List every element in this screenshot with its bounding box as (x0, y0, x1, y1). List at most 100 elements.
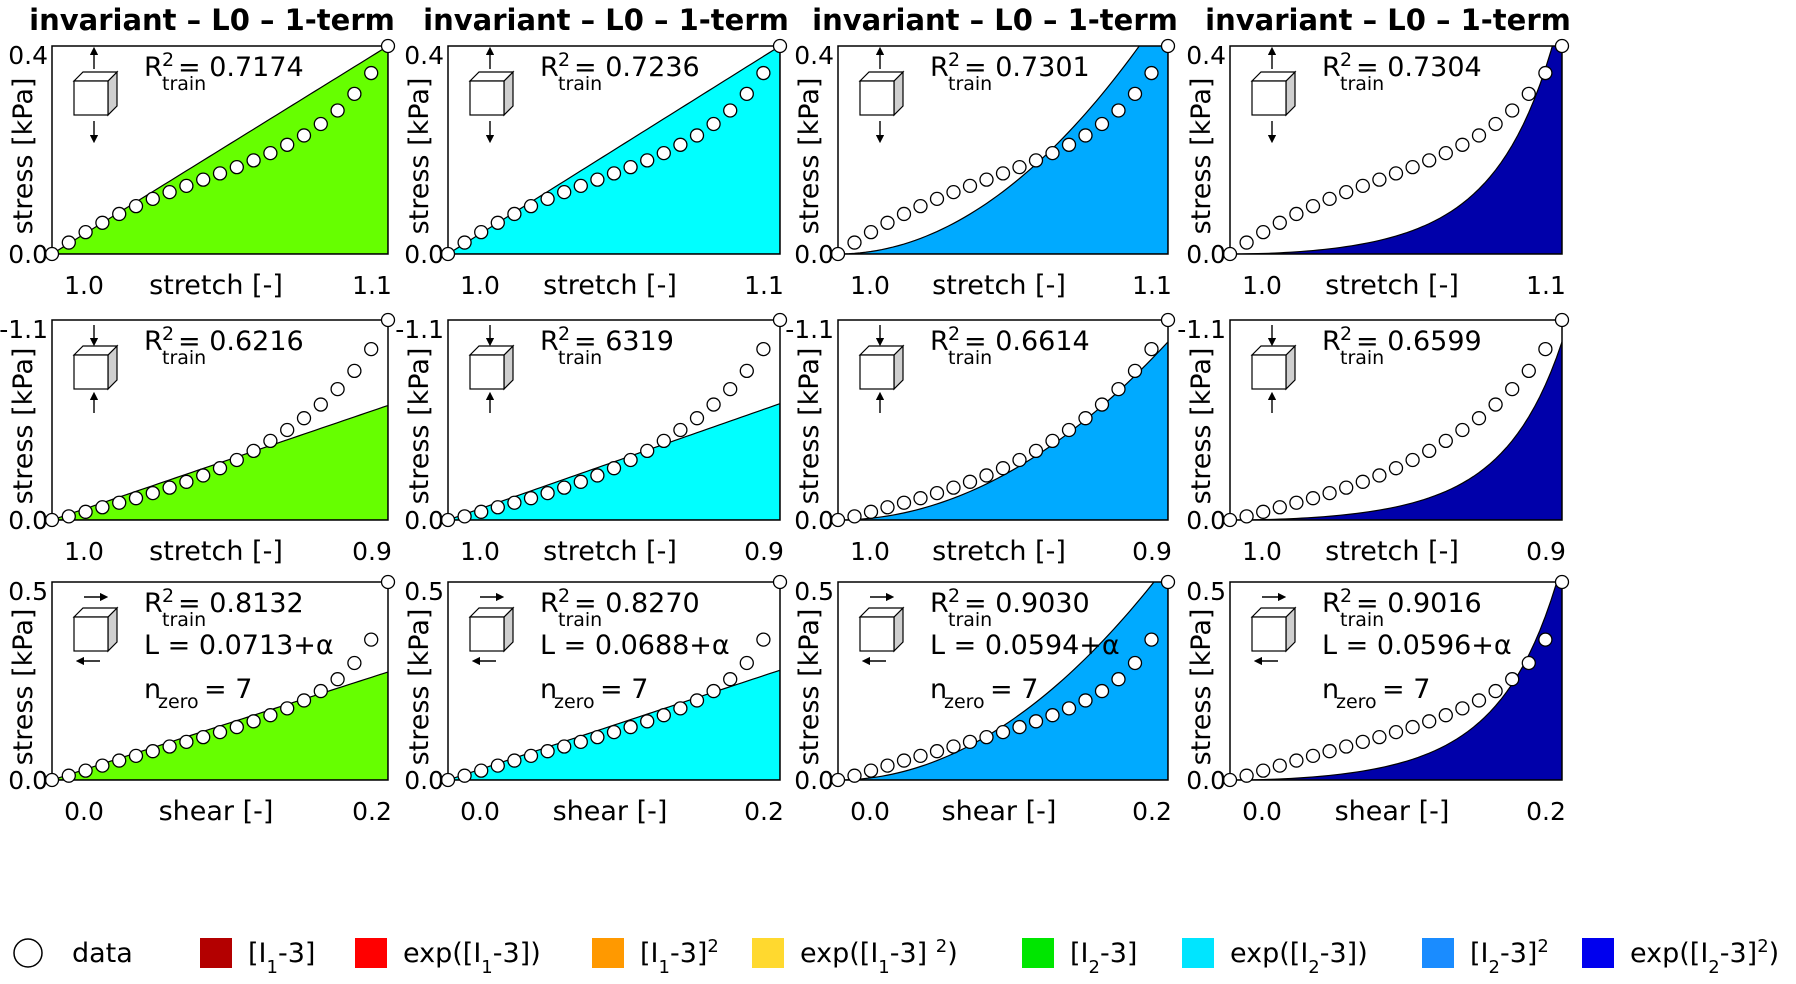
r2-label: R (1322, 52, 1341, 83)
data-point (1339, 184, 1354, 200)
cube-icon (1250, 46, 1297, 144)
y-tick-label: -1.1 (395, 315, 444, 344)
data-point (128, 491, 144, 506)
axes-frame (837, 319, 1169, 521)
x-tick-label: 1.0 (850, 271, 890, 300)
legend-item: exp([I1-3] 2) (752, 936, 958, 978)
data-point (61, 235, 76, 250)
x-tick-label: 0.0 (1242, 797, 1282, 826)
data-point (380, 38, 396, 54)
data-point (830, 512, 846, 528)
r2-subscript: train (1340, 609, 1384, 631)
data-point (1094, 683, 1110, 699)
data-point (1272, 215, 1287, 230)
data-point (263, 145, 278, 161)
data-point (44, 512, 60, 528)
axes-frame (1229, 45, 1563, 255)
panel: 0.0 0.5 0.0 0.2 shear [-] stress [kPa] R 2train… (794, 574, 1176, 827)
data-point (1144, 341, 1159, 357)
x-tick-label: 0.9 (1526, 537, 1566, 566)
r2-subscript: train (558, 347, 602, 369)
panel: 0.0 0.5 0.0 0.2 shear [-] stress [kPa] R 2train… (8, 574, 396, 827)
r2-subscript: train (1340, 73, 1384, 95)
data-point (1339, 739, 1354, 754)
legend-label: [I2-3] (1070, 938, 1137, 978)
data-point (590, 172, 605, 187)
y-axis-label: stress [kPa] (1186, 348, 1217, 505)
legend-label: [I2-3]2 (1470, 936, 1549, 978)
x-tick-label: 1.0 (850, 537, 890, 566)
data-point (772, 312, 788, 328)
data-point (896, 206, 912, 222)
data-point (330, 381, 345, 397)
data-point (263, 708, 278, 723)
data-point (1455, 137, 1470, 152)
data-point (313, 116, 328, 132)
data-point (723, 103, 738, 118)
data-point (739, 655, 754, 671)
x-tick-label: 0.2 (352, 797, 392, 826)
data-point (1322, 485, 1337, 501)
legend-item: exp([I2-3]) (1182, 938, 1368, 978)
data-point (1028, 443, 1044, 459)
r2-value: = 0.8132 (178, 588, 304, 619)
data-point (847, 509, 862, 524)
data-point (557, 480, 572, 495)
legend-label: exp([I1-3] 2) (800, 936, 958, 978)
y-tick-label: 0.0 (794, 240, 834, 269)
data-point (863, 763, 879, 778)
data-point (246, 443, 261, 459)
panel: 0.0 -1.1 1.0 0.9 stretch [-] stress [kPa] R 2tr… (785, 312, 1176, 567)
data-point (1554, 574, 1570, 590)
panels-layer: invariant – L0 – 1-term invariant – L0 – … (0, 3, 1571, 827)
r2-subscript: train (558, 73, 602, 95)
legend-label: exp([I2-3]) (1230, 938, 1368, 978)
data-point (739, 363, 754, 379)
data-point (830, 246, 846, 262)
x-tick-label: 1.1 (1526, 271, 1566, 300)
axes-frame (1229, 581, 1563, 781)
data-point (112, 753, 127, 768)
data-point (1094, 397, 1110, 412)
data-point (196, 172, 211, 187)
data-point (523, 748, 539, 764)
data-point (229, 452, 244, 468)
data-point (212, 724, 228, 740)
data-point (246, 714, 261, 729)
y-axis-label: stress [kPa] (794, 78, 825, 235)
legend-swatch (752, 938, 784, 968)
data-point (61, 509, 76, 524)
axes-frame (1229, 319, 1563, 521)
panel: 0.0 0.4 1.0 1.1 stretch [-] stress [kPa] R 2tra… (1186, 38, 1570, 301)
r2-subscript: train (162, 347, 206, 369)
data-point (1256, 504, 1271, 519)
r2-value: = 0.7236 (574, 52, 700, 83)
y-tick-label: 0.0 (404, 240, 444, 269)
r2-value: = 0.6599 (1356, 326, 1482, 357)
r2-label: R (540, 326, 559, 357)
r2-subscript: train (948, 609, 992, 631)
r2-value: = 0.9030 (964, 588, 1090, 619)
y-tick-label: 0.4 (794, 41, 834, 70)
r2-superscript: 2 (948, 323, 960, 345)
nzero-value: = 7 (600, 674, 648, 705)
data-point (112, 206, 127, 222)
data-point (1160, 312, 1176, 328)
data-point (863, 504, 879, 519)
r2-label: R (540, 588, 559, 619)
data-point (95, 758, 110, 773)
data-point (1111, 672, 1126, 687)
data-point (296, 411, 312, 426)
x-tick-label: 0.9 (744, 537, 784, 566)
data-point (347, 363, 362, 379)
data-point (179, 178, 194, 194)
data-point (623, 160, 638, 175)
data-point (457, 768, 472, 783)
panel: 0.0 -1.1 1.0 0.9 stretch [-] stress [kPa] R 2tr… (395, 312, 788, 567)
y-tick-label: -1.1 (0, 315, 48, 344)
cube-icon (858, 46, 905, 144)
legend-swatch (1022, 938, 1054, 968)
data-point (1372, 172, 1387, 187)
data-point (1521, 363, 1536, 379)
model-area (1230, 341, 1562, 520)
